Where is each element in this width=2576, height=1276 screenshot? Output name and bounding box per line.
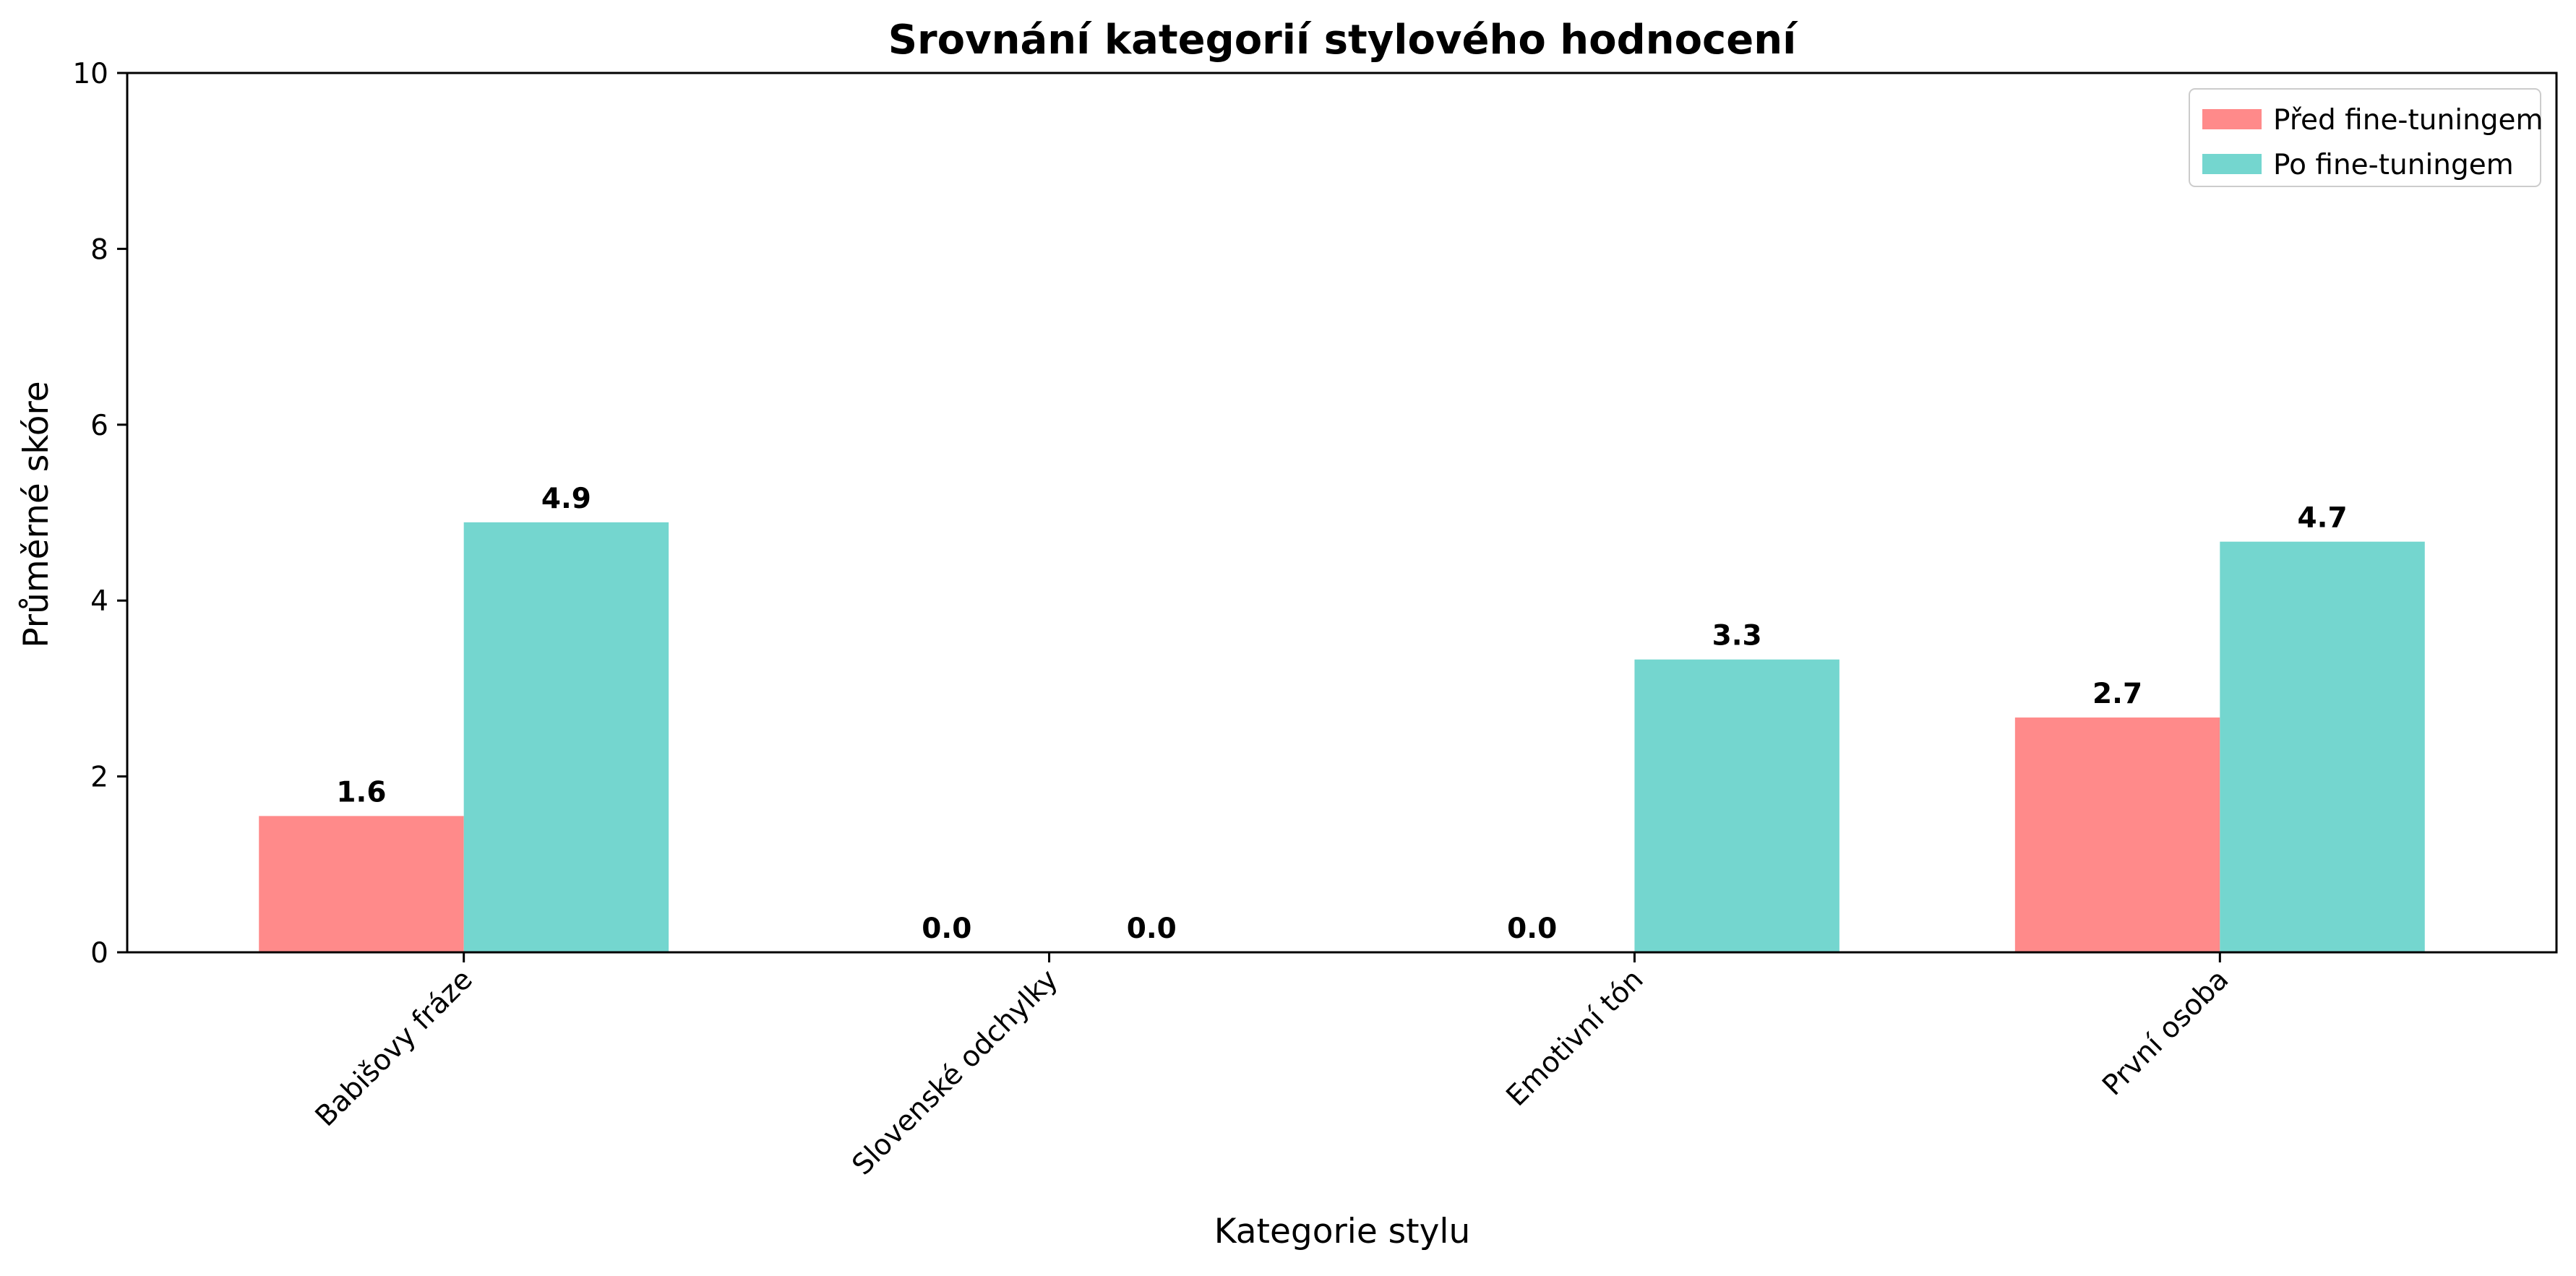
bar	[2220, 541, 2425, 952]
legend-label: Po fine-tuningem	[2273, 149, 2514, 181]
legend: Před fine-tuningem Po fine-tuningem	[2189, 88, 2543, 187]
x-axis-label: Kategorie stylu	[1214, 1212, 1471, 1251]
bar	[2014, 717, 2220, 952]
plot-frame	[126, 72, 2558, 954]
legend-swatch	[2202, 109, 2262, 129]
chart-title: Srovnání kategorií stylového hodnocení	[888, 17, 1798, 64]
y-tick-label: 6	[90, 410, 108, 442]
y-tick-label: 10	[72, 58, 108, 90]
data-label: 3.3	[1712, 620, 1762, 652]
bar	[1634, 659, 1839, 952]
y-tick-label: 2	[90, 762, 108, 794]
data-label: 4.9	[541, 483, 591, 515]
y-axis-label: Průměrné skóre	[17, 381, 56, 647]
bar	[463, 522, 669, 952]
data-label: 0.0	[1507, 913, 1557, 945]
y-tick-label: 8	[90, 233, 108, 266]
data-label: 2.7	[2092, 678, 2142, 710]
y-tick-label: 0	[90, 937, 108, 970]
data-label: 0.0	[922, 913, 971, 945]
y-tick-label: 4	[90, 585, 108, 618]
legend-label: Před fine-tuningem	[2273, 104, 2543, 137]
legend-swatch	[2202, 154, 2262, 174]
bar	[259, 816, 464, 952]
data-label: 0.0	[1127, 913, 1177, 945]
data-label: 1.6	[336, 776, 386, 809]
data-label: 4.7	[2298, 502, 2348, 535]
legend-box	[2189, 88, 2541, 187]
